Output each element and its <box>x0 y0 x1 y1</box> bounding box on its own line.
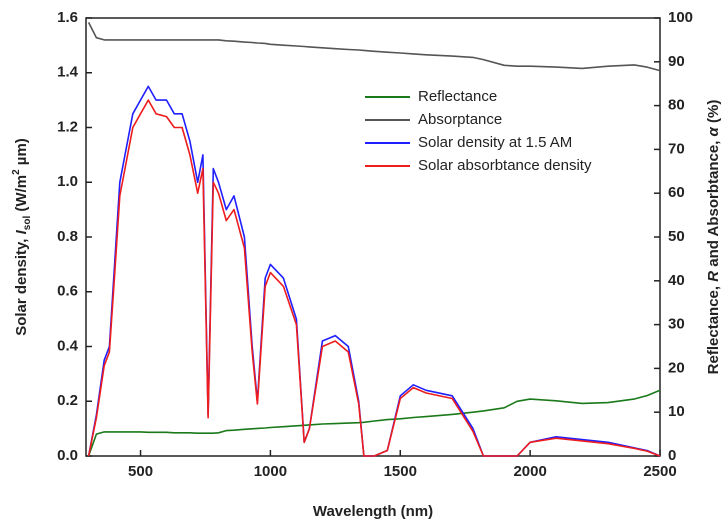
y2-tick-label: 30 <box>668 316 685 333</box>
legend-label: Absorptance <box>418 111 502 128</box>
y-tick-label: 0.0 <box>57 447 78 464</box>
axis-title-part: (%) <box>705 100 722 128</box>
axis-title-part: sol <box>22 216 33 231</box>
legend-label: Solar density at 1.5 AM <box>418 134 572 151</box>
legend-label: Reflectance <box>418 88 497 105</box>
y-tick-label: 1.4 <box>57 64 79 81</box>
x-tick-label: 2500 <box>643 463 676 480</box>
y-tick-label: 0.2 <box>57 392 78 409</box>
axis-title-part: (W/m <box>13 175 30 216</box>
axis-title-part: Reflectance, <box>705 282 722 375</box>
y-tick-label: 0.6 <box>57 283 78 300</box>
y-tick-label: 1.6 <box>57 9 78 26</box>
y-tick-label: 1.2 <box>57 118 78 135</box>
series-line <box>87 22 661 72</box>
x-tick-label: 1000 <box>254 463 287 480</box>
series-line <box>87 99 661 457</box>
axis-title-part: µm) <box>13 138 30 169</box>
axis-title-part: and Absorbtance, <box>705 136 722 270</box>
y-tick-label: 0.4 <box>57 337 79 354</box>
y2-tick-label: 50 <box>668 228 685 245</box>
y-tick-label: 1.0 <box>57 173 78 190</box>
y2-tick-label: 10 <box>668 403 685 420</box>
y2-tick-label: 20 <box>668 359 685 376</box>
axis-title-part: R <box>705 271 722 282</box>
y2-tick-label: 40 <box>668 272 685 289</box>
x-axis-title: Wavelength (nm) <box>313 503 433 520</box>
series-line <box>87 389 661 457</box>
x-tick-label: 2000 <box>513 463 546 480</box>
y2-tick-label: 100 <box>668 9 693 26</box>
axis-title-part: 2 <box>11 169 22 175</box>
y2-tick-label: 70 <box>668 140 685 157</box>
y2-axis-title: Reflectance, R and Absorbtance, α (%) <box>705 100 722 375</box>
y-tick-label: 0.8 <box>57 228 78 245</box>
y2-tick-label: 80 <box>668 97 685 114</box>
axis-title-part: I <box>13 229 30 234</box>
y2-tick-label: 90 <box>668 53 685 70</box>
axis-title-part: Solar density, <box>13 234 30 335</box>
y2-tick-label: 60 <box>668 184 685 201</box>
y-axis-title: Solar density, Isol (W/m2 µm) <box>11 138 33 336</box>
x-tick-label: 1500 <box>384 463 417 480</box>
legend-label: Solar absorbtance density <box>418 157 592 174</box>
axis-title-part: α <box>705 126 722 136</box>
y2-tick-label: 0 <box>668 447 676 464</box>
x-tick-label: 500 <box>128 463 153 480</box>
